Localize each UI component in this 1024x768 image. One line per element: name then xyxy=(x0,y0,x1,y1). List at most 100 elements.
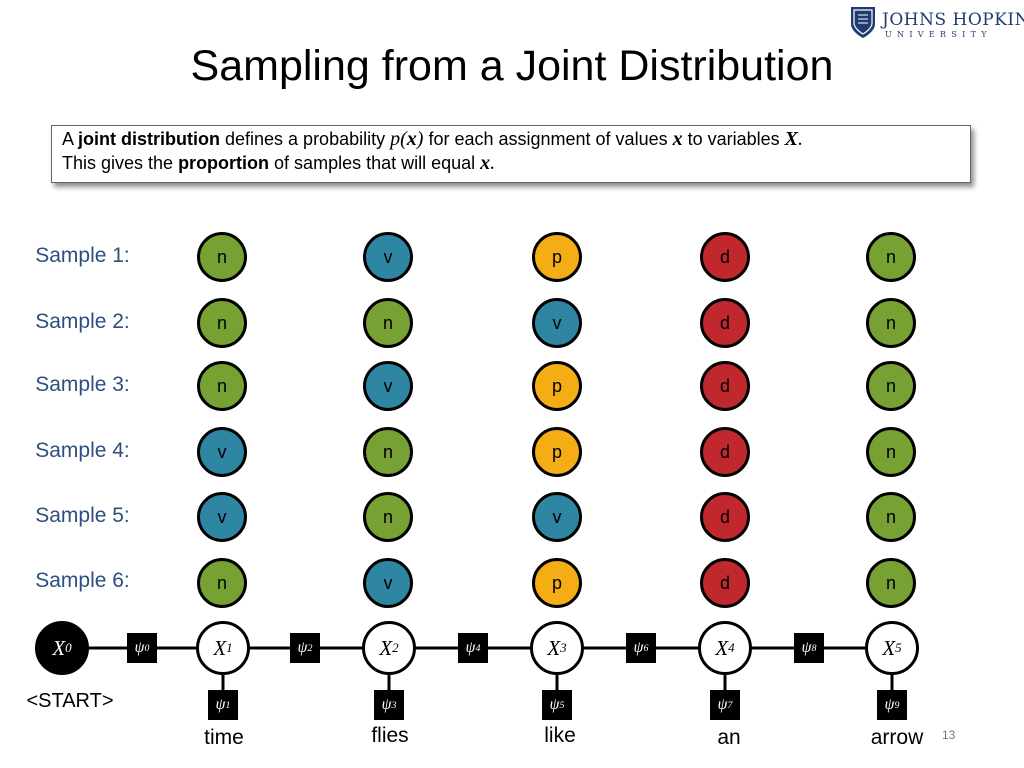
factor-subscript: 1 xyxy=(225,699,231,711)
def-math-x: x xyxy=(406,128,417,150)
tag-node: n xyxy=(363,298,413,348)
var-subscript: 3 xyxy=(560,640,567,655)
tag-node: p xyxy=(532,427,582,477)
factor-symbol: ψ xyxy=(215,696,226,713)
var-symbol: X xyxy=(715,635,729,660)
sample-label-5: Sample 5: xyxy=(35,504,130,527)
tag-node: p xyxy=(532,361,582,411)
factor-symbol: ψ xyxy=(884,696,895,713)
def-text: defines a probability xyxy=(220,129,391,149)
tag-node: d xyxy=(700,558,750,608)
definition-box: A joint distribution defines a probabili… xyxy=(51,125,971,183)
var-symbol: X xyxy=(379,635,393,660)
tag-node: n xyxy=(363,427,413,477)
factor-subscript: 5 xyxy=(559,699,565,711)
var-subscript: 5 xyxy=(895,640,902,655)
def-math-paren: ( xyxy=(400,128,407,150)
def-math-x: x xyxy=(672,128,683,150)
tag-node: p xyxy=(532,232,582,282)
tag-node: v xyxy=(197,492,247,542)
tag-node: n xyxy=(197,361,247,411)
tag-node: n xyxy=(866,298,916,348)
def-math-paren: ) xyxy=(416,128,424,150)
def-math-p: p xyxy=(390,128,401,150)
factor-subscript: 8 xyxy=(811,642,817,654)
factor-symbol: ψ xyxy=(801,639,812,656)
def-text: to variables xyxy=(682,129,785,149)
tag-node: d xyxy=(700,232,750,282)
sample-label-6: Sample 6: xyxy=(35,569,130,592)
var-symbol: X xyxy=(213,635,227,660)
tag-node: v xyxy=(532,492,582,542)
def-text: A xyxy=(62,129,79,149)
factor-symbol: ψ xyxy=(717,696,728,713)
factor-subscript: 0 xyxy=(144,642,150,654)
def-text: for each assignment of values xyxy=(423,129,673,149)
tag-node: n xyxy=(866,558,916,608)
def-text: of samples that will equal xyxy=(269,153,481,173)
def-text: This gives the xyxy=(62,153,179,173)
def-term-proportion: proportion xyxy=(178,153,270,173)
tag-node: v xyxy=(363,558,413,608)
factor-symbol: ψ xyxy=(297,639,308,656)
tag-node: v xyxy=(197,427,247,477)
tag-node: d xyxy=(700,427,750,477)
tag-node: v xyxy=(532,298,582,348)
factor-symbol: ψ xyxy=(633,639,644,656)
tag-node: d xyxy=(700,492,750,542)
factor-subscript: 9 xyxy=(894,699,900,711)
word-an: an xyxy=(717,726,741,749)
tag-node: n xyxy=(866,361,916,411)
var-subscript: 0 xyxy=(65,640,72,655)
word-like: like xyxy=(544,724,576,747)
tag-node: n xyxy=(866,492,916,542)
def-math-x: x xyxy=(480,152,491,174)
definition-line-1: A joint distribution defines a probabili… xyxy=(62,127,960,151)
factor-subscript: 4 xyxy=(475,642,481,654)
sample-label-4: Sample 4: xyxy=(35,439,130,462)
tag-node: n xyxy=(866,427,916,477)
var-subscript: 4 xyxy=(728,640,735,655)
sample-label-2: Sample 2: xyxy=(35,310,130,333)
tag-node: v xyxy=(363,361,413,411)
factor-subscript: 2 xyxy=(307,642,313,654)
tag-node: p xyxy=(532,558,582,608)
factor-symbol: ψ xyxy=(465,639,476,656)
factor-subscript: 3 xyxy=(391,699,397,711)
word-arrow: arrow xyxy=(870,726,924,749)
sample-label-1: Sample 1: xyxy=(35,244,130,267)
shield-icon xyxy=(851,7,875,38)
def-period: . xyxy=(798,128,803,150)
tag-node: n xyxy=(197,298,247,348)
jhu-logo: JOHNS HOPKINS UNIVERSITY xyxy=(850,6,1024,42)
factor-subscript: 6 xyxy=(643,642,649,654)
tag-node: n xyxy=(363,492,413,542)
var-symbol: X xyxy=(52,635,66,660)
var-symbol: X xyxy=(882,635,896,660)
factor-symbol: ψ xyxy=(549,696,560,713)
def-period: . xyxy=(490,152,496,174)
start-label: <START> xyxy=(26,690,114,712)
sample-label-3: Sample 3: xyxy=(35,373,130,396)
definition-line-2: This gives the proportion of samples tha… xyxy=(62,151,960,175)
tag-node: n xyxy=(197,232,247,282)
tag-node: n xyxy=(866,232,916,282)
tag-node: n xyxy=(197,558,247,608)
factor-symbol: ψ xyxy=(381,696,392,713)
var-subscript: 1 xyxy=(226,640,233,655)
